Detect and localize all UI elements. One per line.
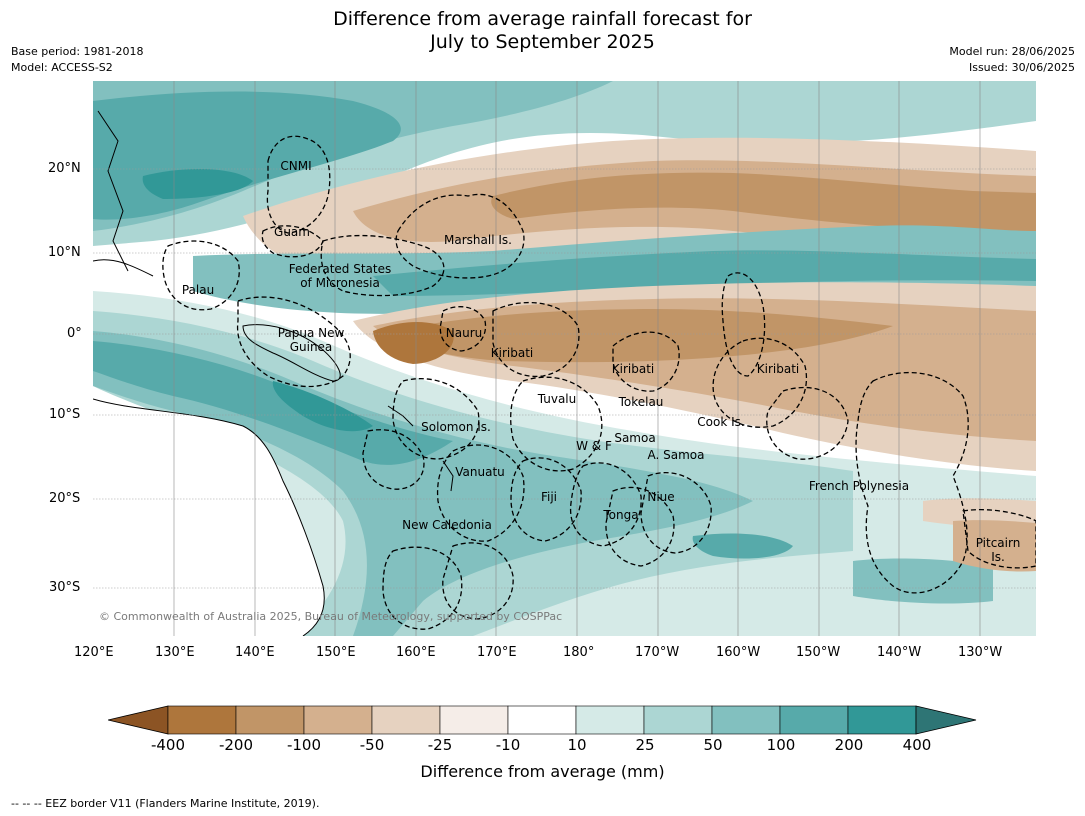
colorbar-bin [507, 705, 577, 735]
place-label-kiribati-east: Kiribati [756, 362, 800, 376]
place-label-samoa: Samoa [614, 431, 656, 445]
lon-label-140w: 140°W [877, 645, 922, 660]
model-text: Model: ACCESS-S2 [11, 61, 113, 74]
lon-label-130e: 130°E [155, 645, 195, 660]
colorbar-bin [575, 705, 645, 735]
place-label-nauru: Nauru [445, 326, 483, 340]
model-run-text: Model run: 28/06/2025 [949, 45, 1075, 58]
place-label-american-samoa: A. Samoa [647, 448, 705, 462]
place-label-tonga: Tonga [603, 508, 639, 522]
colorbar-label: Difference from average (mm) [420, 762, 665, 781]
lat-label-0: 0° [67, 326, 82, 341]
map-title-line2: July to September 2025 [430, 31, 655, 53]
place-label-png: Papua New Guinea [277, 326, 345, 354]
colorbar [108, 705, 977, 735]
place-label-tuvalu: Tuvalu [537, 392, 577, 406]
lat-label-30s: 30°S [49, 580, 81, 595]
colorbar-bin [167, 705, 237, 735]
place-label-palau: Palau [181, 283, 215, 297]
map-title-line1: Difference from average rainfall forecas… [333, 8, 752, 30]
lon-label-170e: 170°E [477, 645, 517, 660]
place-label-tokelau: Tokelau [618, 395, 664, 409]
place-label-marshall-is: Marshall Is. [444, 233, 512, 247]
place-label-vanuatu: Vanuatu [455, 465, 505, 479]
place-label-fsm: Federated States of Micronesia [288, 262, 392, 290]
colorbar-tick: -50 [359, 736, 385, 754]
colorbar-tick: -25 [427, 736, 453, 754]
place-label-solomon-is: Solomon Is. [421, 420, 491, 434]
colorbar-tick: 25 [635, 736, 655, 754]
base-period-text: Base period: 1981-2018 [11, 45, 144, 58]
colorbar-bin [371, 705, 441, 735]
lon-label-160w: 160°W [716, 645, 761, 660]
lat-label-10s: 10°S [49, 407, 81, 422]
lon-label-160e: 160°E [396, 645, 436, 660]
place-label-new-caledonia: New Caledonia [402, 518, 492, 532]
colorbar-tick: -10 [495, 736, 521, 754]
eez-border-legend: -- -- -- EEZ border V11 (Flanders Marine… [11, 797, 320, 810]
colorbar-bin [303, 705, 373, 735]
lon-label-140e: 140°E [235, 645, 275, 660]
place-label-guam: Guam [274, 225, 310, 239]
lon-label-130w: 130°W [958, 645, 1003, 660]
lon-label-180: 180° [563, 645, 595, 660]
lon-label-120e: 120°E [74, 645, 114, 660]
place-label-cook-is: Cook Is. [697, 415, 745, 429]
colorbar-tick: -400 [150, 736, 186, 754]
lon-label-150e: 150°E [316, 645, 356, 660]
colorbar-bin [711, 705, 781, 735]
place-label-kiribati-west: Kiribati [490, 346, 534, 360]
colorbar-tick: 50 [703, 736, 723, 754]
rainfall-map [93, 81, 1036, 636]
lat-label-20n: 20°N [48, 161, 81, 176]
colorbar-bin [643, 705, 713, 735]
rainfall-map-canvas [93, 81, 1036, 636]
colorbar-bin [779, 705, 849, 735]
place-label-kiribati-central: Kiribati [611, 362, 655, 376]
colorbar-bin [847, 705, 917, 735]
australia-landmass [93, 399, 325, 636]
place-label-wallis-futuna: W & F [576, 439, 612, 453]
copyright-notice: © Commonwealth of Australia 2025, Bureau… [99, 610, 563, 623]
colorbar-tick: -200 [218, 736, 254, 754]
place-label-fiji: Fiji [540, 490, 558, 504]
colorbar-tick: 400 [902, 736, 932, 754]
colorbar-tick: 10 [567, 736, 587, 754]
colorbar-tick: 100 [766, 736, 796, 754]
colorbar-bin [235, 705, 305, 735]
lon-label-150w: 150°W [796, 645, 841, 660]
colorbar-extend-low [108, 705, 169, 735]
lon-label-170w: 170°W [635, 645, 680, 660]
colorbar-extend-high [915, 705, 977, 735]
colorbar-tick: 200 [834, 736, 864, 754]
colorbar-tick: -100 [286, 736, 322, 754]
place-label-niue: Niue [647, 490, 675, 504]
colorbar-bin [439, 705, 509, 735]
eez-borders [162, 135, 1036, 630]
lat-label-20s: 20°S [49, 491, 81, 506]
place-label-french-polynesia: French Polynesia [808, 479, 910, 493]
issued-text: Issued: 30/06/2025 [968, 61, 1075, 74]
place-label-pitcairn-is: Pitcairn Is. [975, 536, 1021, 564]
lat-label-10n: 10°N [48, 245, 81, 260]
place-label-cnmi: CNMI [280, 159, 312, 173]
